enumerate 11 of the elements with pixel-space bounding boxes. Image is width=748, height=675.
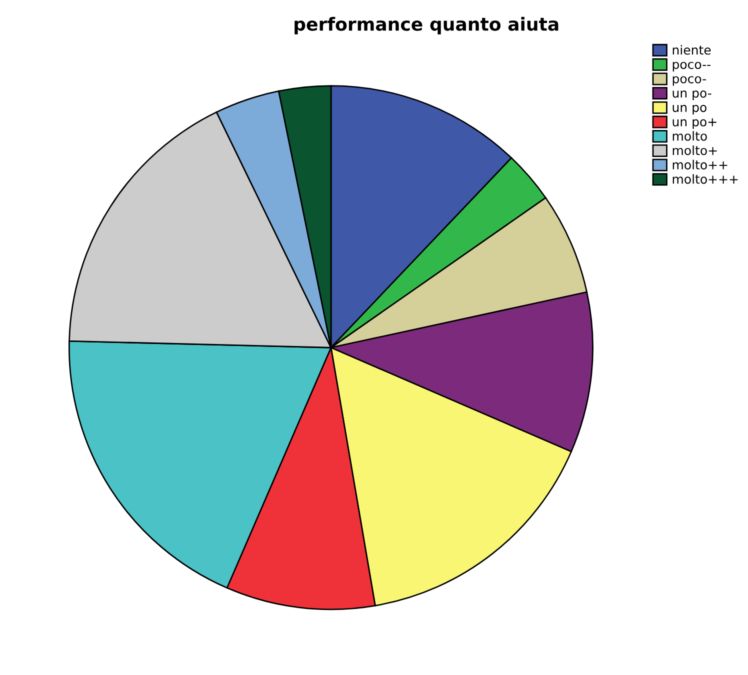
legend-label: un po- [672,90,712,100]
legend-label: niente [672,45,711,55]
legend-label: molto+++ [672,174,738,184]
legend-label: un po+ [672,118,716,129]
legend-label: molto++ [672,160,728,170]
legend-label: molto [672,131,707,141]
legend-label: poco- [672,76,706,86]
chart-title: performance quanto aiuta [294,16,558,34]
legend-label: molto+ [672,145,717,156]
legend-label: un po [672,104,706,114]
legend-label: poco-- [672,62,710,72]
